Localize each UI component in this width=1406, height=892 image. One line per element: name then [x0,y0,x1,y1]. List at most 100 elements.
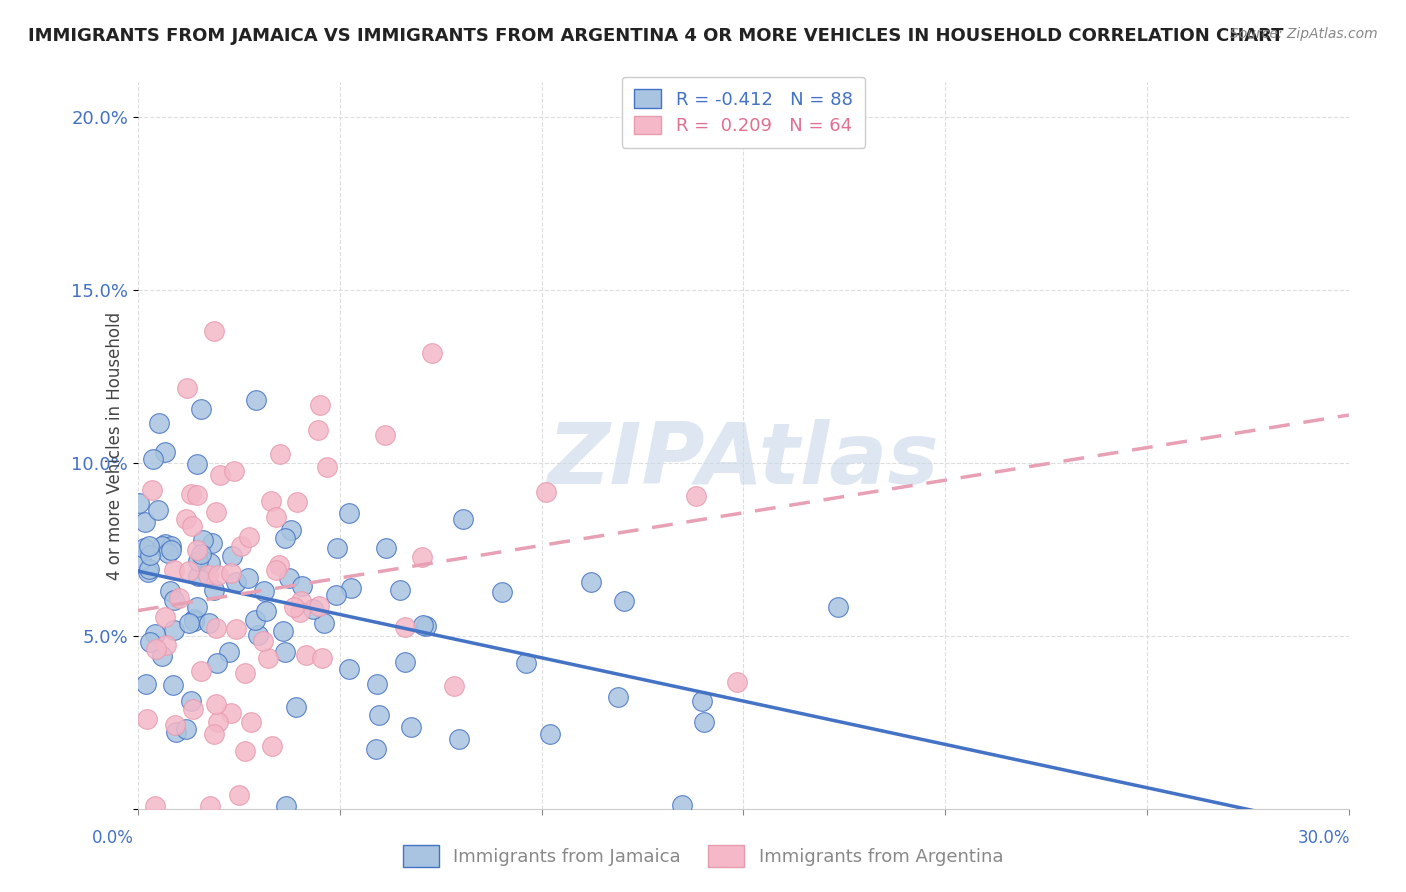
Point [366,677,388,691]
Point [278,571,301,585]
Point [134,515,156,529]
Point [264,510,287,524]
Point [163,718,186,732]
Text: 0.0%: 0.0% [91,829,134,847]
Text: ZIPAtlas: ZIPAtlas [547,418,939,501]
Point [177,616,200,631]
Point [201,536,224,550]
Point [219,706,242,720]
Point [186,543,208,558]
Point [240,714,263,729]
Point [326,541,349,555]
Point [269,447,291,461]
Point [166,725,188,739]
Y-axis label: 4 or more Vehicles in Household: 4 or more Vehicles in Household [105,311,124,580]
Point [180,519,202,533]
Point [420,346,443,360]
Point [260,494,283,508]
Point [302,602,325,616]
Point [247,628,270,642]
Point [388,583,411,598]
Point [290,594,312,608]
Point [163,624,186,638]
Point [274,645,297,659]
Point [176,722,198,736]
Point [143,626,166,640]
Point [288,605,311,619]
Point [538,727,561,741]
Point [312,615,335,630]
Point [238,572,260,586]
Point [159,584,181,599]
Point [411,549,433,564]
Point [221,549,243,564]
Point [366,741,388,756]
Point [308,599,330,613]
Point [139,635,162,649]
Point [367,707,389,722]
Point [207,568,229,582]
Point [131,553,153,567]
Point [138,562,160,576]
Point [132,541,155,555]
Point [155,638,177,652]
Point [155,537,177,551]
Point [198,556,221,570]
Point [311,650,333,665]
Point [186,457,208,471]
Point [186,488,208,502]
Point [190,401,212,416]
Point [218,644,240,658]
Point [139,548,162,562]
Point [198,615,221,630]
Point [309,398,332,412]
Point [219,566,242,580]
Point [224,464,246,478]
Point [515,656,537,670]
Point [167,591,190,605]
Point [163,593,186,607]
Point [198,798,221,813]
Point [725,675,748,690]
Point [207,715,229,730]
Point [162,678,184,692]
Point [190,664,212,678]
Point [412,618,434,632]
Point [337,506,360,520]
Point [339,581,361,595]
Point [205,697,228,711]
Point [316,459,339,474]
Point [202,582,225,597]
Point [692,714,714,729]
Point [295,648,318,662]
Point [179,564,201,578]
Point [447,731,470,746]
Point [225,622,247,636]
Point [284,700,307,714]
Point [252,634,274,648]
Point [202,726,225,740]
Point [451,512,474,526]
Point [205,621,228,635]
Point [253,583,276,598]
Text: IMMIGRANTS FROM JAMAICA VS IMMIGRANTS FROM ARGENTINA 4 OR MORE VEHICLES IN HOUSE: IMMIGRANTS FROM JAMAICA VS IMMIGRANTS FR… [28,27,1284,45]
Point [204,505,226,519]
Point [157,546,180,560]
Point [243,613,266,627]
Point [183,615,205,629]
Point [491,585,513,599]
Point [337,662,360,676]
Point [152,648,174,663]
Point [180,694,202,708]
Point [135,712,157,726]
Point [280,523,302,537]
Point [155,609,177,624]
Point [276,798,298,813]
Point [671,797,693,812]
Point [245,392,267,407]
Point [135,676,157,690]
Point [141,483,163,497]
Point [267,558,290,573]
Point [159,539,181,553]
Point [374,428,396,442]
